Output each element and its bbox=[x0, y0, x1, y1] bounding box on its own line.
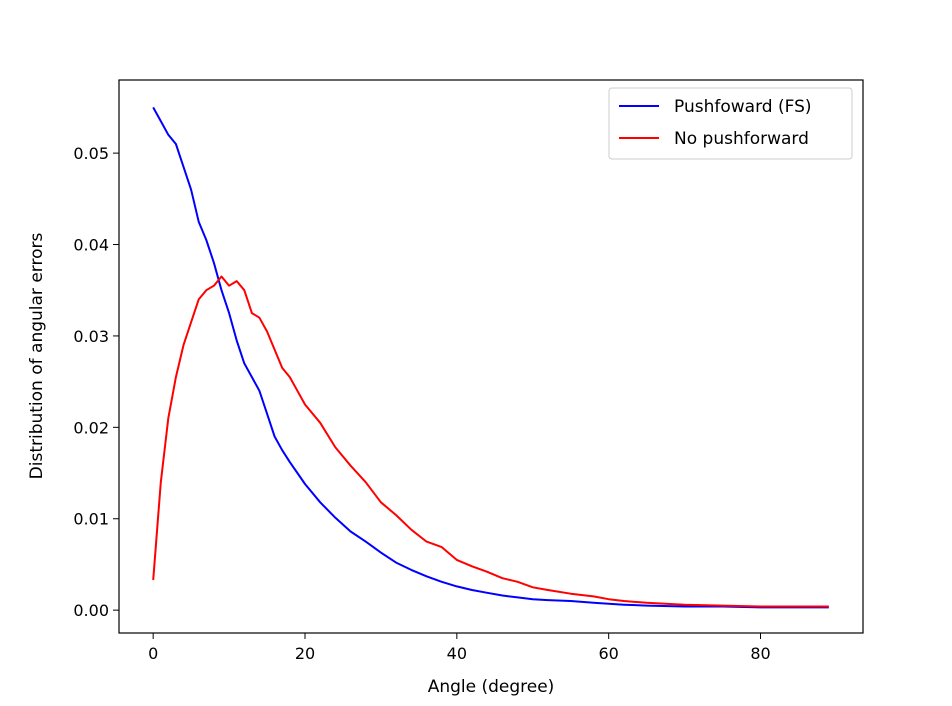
y-axis-ticks: 0.00 0.01 0.02 0.03 0.04 0.05 bbox=[73, 144, 119, 620]
x-axis-label: Angle (degree) bbox=[428, 677, 555, 697]
x-axis-ticks: 0 20 40 60 80 bbox=[148, 633, 771, 663]
legend: Pushfoward (FS) No pushforward bbox=[608, 87, 853, 160]
x-tick-label: 40 bbox=[447, 644, 467, 663]
series-line-1 bbox=[152, 275, 829, 608]
y-tick-label: 0.04 bbox=[73, 236, 109, 255]
y-tick-label: 0.02 bbox=[73, 418, 109, 437]
x-tick-label: 60 bbox=[598, 644, 618, 663]
plot-lines bbox=[152, 106, 829, 609]
legend-label-pushfoward-fs: Pushfoward (FS) bbox=[674, 97, 812, 117]
plot-frame bbox=[118, 79, 864, 634]
legend-box bbox=[608, 87, 853, 160]
y-tick-label: 0.05 bbox=[73, 144, 109, 163]
y-tick-label: 0.00 bbox=[73, 601, 109, 620]
x-tick-label: 80 bbox=[750, 644, 770, 663]
series-line-0 bbox=[152, 106, 829, 609]
legend-label-no-pushforward: No pushforward bbox=[674, 129, 809, 149]
y-axis-label: Distribution of angular errors bbox=[27, 233, 47, 480]
x-tick-label: 20 bbox=[295, 644, 315, 663]
y-tick-label: 0.03 bbox=[73, 327, 109, 346]
x-tick-label: 0 bbox=[148, 644, 158, 663]
y-tick-label: 0.01 bbox=[73, 510, 109, 529]
